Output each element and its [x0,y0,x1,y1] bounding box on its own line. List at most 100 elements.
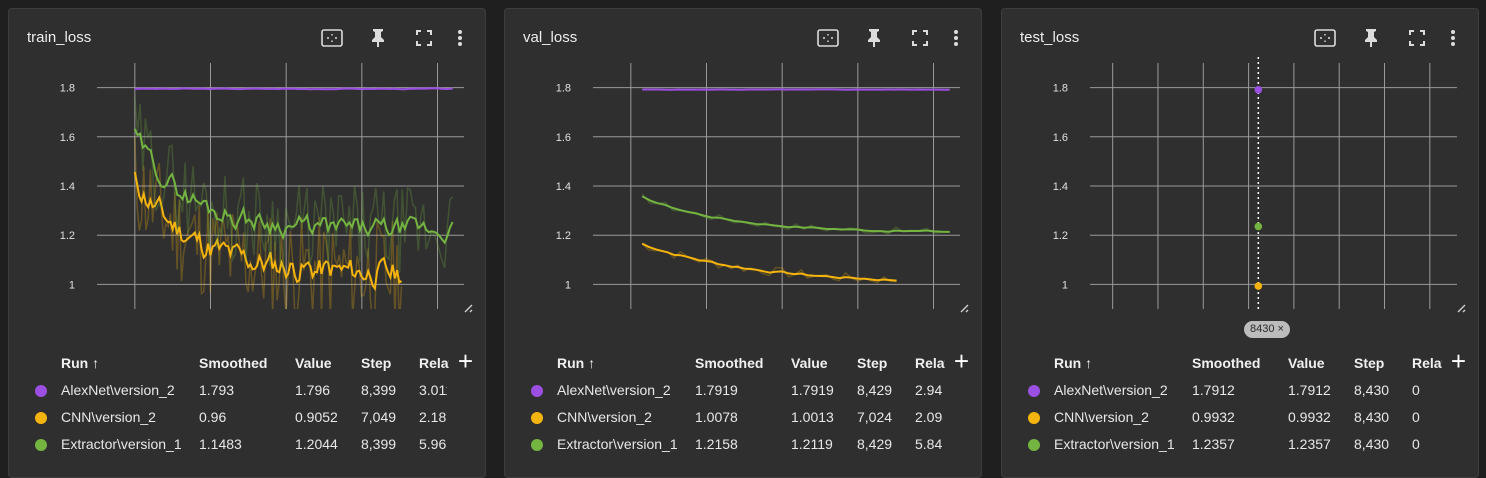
col-relative-header[interactable]: Relat [1412,352,1442,374]
cell-step: 8,430 [1354,433,1389,455]
y-tick-label: 1.4 [60,181,75,193]
col-step-header[interactable]: Step [361,352,391,374]
step-cursor-label[interactable]: 8430 × [1244,321,1290,338]
y-tick-label: 1 [1062,279,1068,291]
cell-smoothed: 1.2158 [695,433,738,455]
y-tick-label: 1 [565,279,571,291]
card-toolbar [1302,25,1466,51]
cell-smoothed: 1.2357 [1192,433,1235,455]
fit-domain-button[interactable] [805,25,851,51]
y-tick-label: 1.8 [556,83,571,95]
y-tick-label: 1.2 [556,230,571,242]
run-color-swatch[interactable] [1028,412,1040,424]
more-options-button[interactable] [1440,25,1466,51]
test-loss-chart[interactable]: 2,0004,0006,0008,00010k12k14k16k11.21.41… [1002,57,1480,321]
pin-button[interactable] [851,25,897,51]
col-smoothed-header[interactable]: Smoothed [695,352,763,374]
pin-button[interactable] [1348,25,1394,51]
cell-smoothed: 1.793 [199,379,234,401]
add-column-icon[interactable]: + [458,348,473,374]
cell-step: 7,049 [361,406,396,428]
cell-step: 8,399 [361,379,396,401]
cell-run: AlexNet\version_2 [557,379,671,401]
cell-value: 1.7919 [791,379,834,401]
val-loss-card: val_loss 02,0004,0006,0008,00011.21.41.6… [504,8,982,478]
y-tick-label: 1.8 [60,83,75,95]
fullscreen-icon [912,30,928,46]
pin-icon [370,28,386,48]
run-color-swatch[interactable] [1028,385,1040,397]
col-relative-header[interactable]: Relat [915,352,945,374]
fit-domain-icon [817,29,839,47]
cell-value: 1.0013 [791,406,834,428]
cell-value: 1.7912 [1288,379,1331,401]
cell-relative: 2.187 [419,406,447,428]
data-point [1255,86,1263,94]
y-tick-label: 1.6 [556,132,571,144]
run-color-swatch[interactable] [35,385,47,397]
col-smoothed-header[interactable]: Smoothed [199,352,267,374]
fullscreen-button[interactable] [1394,25,1440,51]
cell-relative: 5.847 [915,433,943,455]
add-column-icon[interactable]: + [1451,348,1466,374]
more-options-button[interactable] [943,25,969,51]
cell-relative: 2.945 [915,379,943,401]
run-color-swatch[interactable] [531,412,543,424]
fullscreen-button[interactable] [897,25,943,51]
fit-domain-button[interactable] [309,25,355,51]
run-color-swatch[interactable] [1028,439,1040,451]
col-run-header[interactable]: Run ↑ [1054,352,1092,374]
cell-smoothed: 1.7912 [1192,379,1235,401]
y-tick-label: 1.4 [556,181,571,193]
cell-smoothed: 1.1483 [199,433,242,455]
cell-step: 8,399 [361,433,396,455]
table-row[interactable]: AlexNet\version_2 1.7919 1.7919 8,429 2.945 [523,379,967,406]
cell-value: 1.2044 [295,433,338,455]
card-title: test_loss [1020,29,1079,46]
run-color-swatch[interactable] [531,439,543,451]
fit-domain-icon [321,29,343,47]
y-tick-label: 1.4 [1053,181,1068,193]
col-value-header[interactable]: Value [295,352,332,374]
data-point [1255,282,1263,290]
add-column-icon[interactable]: + [954,348,969,374]
cell-smoothed: 1.7919 [695,379,738,401]
fullscreen-button[interactable] [401,25,447,51]
cell-run: AlexNet\version_2 [61,379,175,401]
col-run-header[interactable]: Run ↑ [557,352,595,374]
pin-icon [1363,28,1379,48]
run-color-swatch[interactable] [35,412,47,424]
run-color-swatch[interactable] [35,439,47,451]
col-smoothed-header[interactable]: Smoothed [1192,352,1260,374]
col-relative-header[interactable]: Relat [419,352,449,374]
clear-cursor-icon[interactable]: × [1274,323,1283,335]
card-title: train_loss [27,29,91,46]
more-vert-icon [1450,29,1456,47]
cell-relative: 0 [1412,433,1440,455]
cell-step: 8,429 [857,379,892,401]
col-step-header[interactable]: Step [857,352,887,374]
train-loss-chart[interactable]: 02,0004,0006,0008,00011.21.41.61.8 [9,57,487,321]
more-vert-icon [953,29,959,47]
col-step-header[interactable]: Step [1354,352,1384,374]
cell-relative: 2.098 [915,406,943,428]
cell-run: CNN\version_2 [1054,406,1149,428]
col-run-header[interactable]: Run ↑ [61,352,99,374]
val-loss-chart[interactable]: 02,0004,0006,0008,00011.21.41.61.8 [505,57,983,321]
col-value-header[interactable]: Value [1288,352,1325,374]
run-color-swatch[interactable] [531,385,543,397]
cell-step: 8,429 [857,433,892,455]
resize-handle-icon [961,305,968,312]
col-value-header[interactable]: Value [791,352,828,374]
pin-button[interactable] [355,25,401,51]
more-options-button[interactable] [447,25,473,51]
fit-domain-button[interactable] [1302,25,1348,51]
